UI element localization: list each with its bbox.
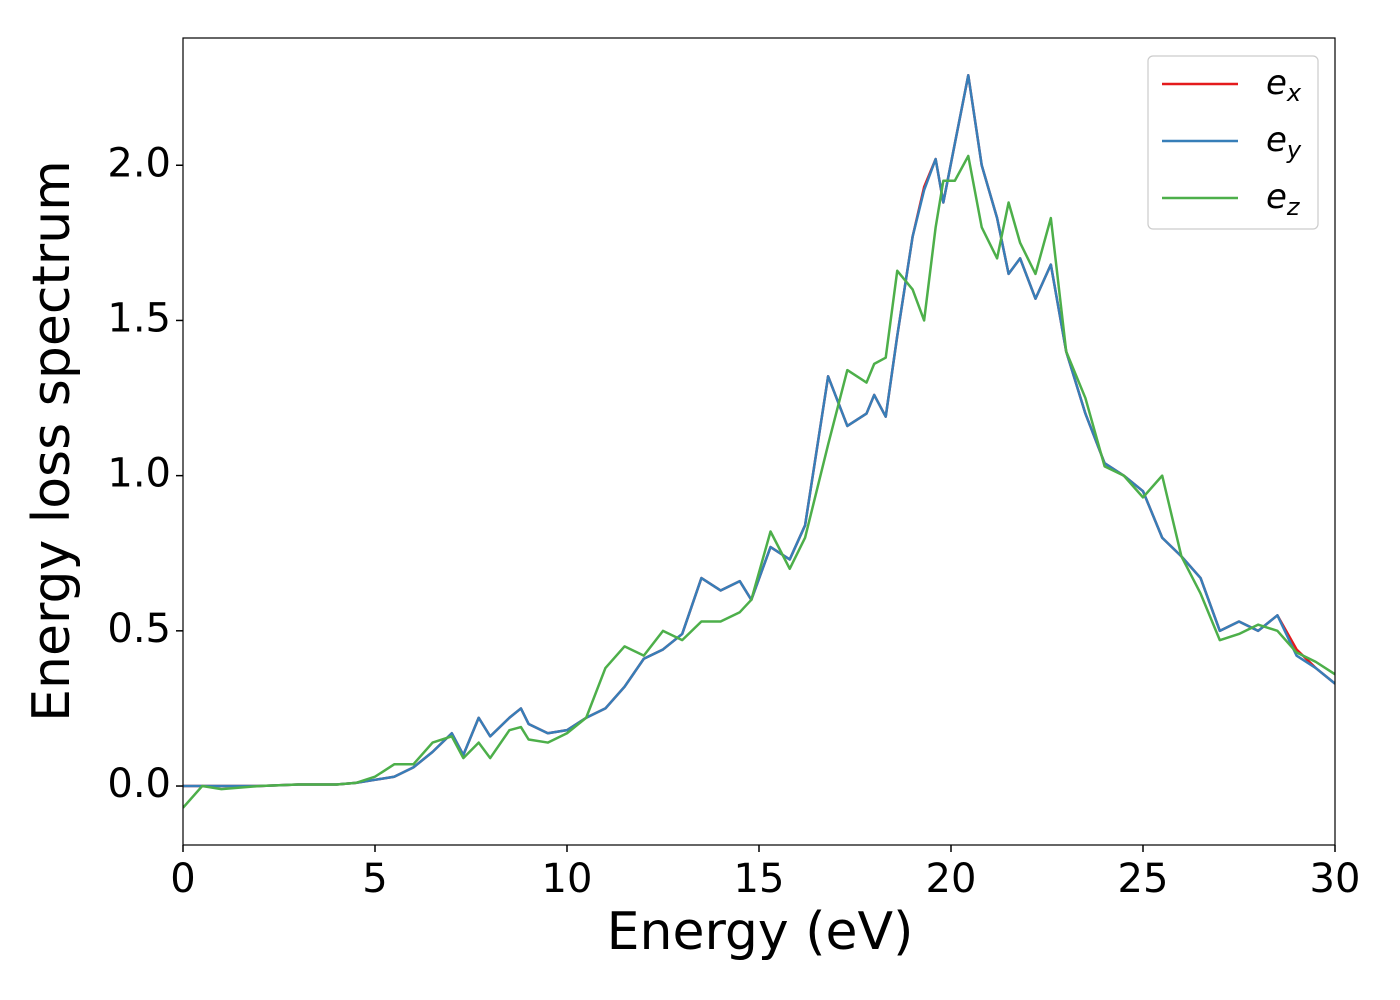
x-tick-label: 0 [170, 856, 195, 902]
y-tick-label: 0.5 [107, 606, 171, 652]
y-tick-label: 0.0 [107, 761, 171, 807]
x-axis-label: Energy (eV) [607, 902, 914, 962]
plot-frame [182, 37, 1336, 846]
y-axis-label: Energy loss spectrum [22, 160, 82, 722]
legend-box [1147, 55, 1319, 230]
x-tick-label: 30 [1310, 856, 1361, 902]
series-line [183, 154, 1335, 809]
x-tick-label: 10 [542, 856, 593, 902]
y-tick-label: 1.5 [107, 295, 171, 341]
legend-label: ez [1266, 177, 1301, 222]
x-tick-label: 15 [734, 856, 785, 902]
y-tick-label: 1.0 [107, 451, 171, 497]
x-tick-label: 5 [362, 856, 387, 902]
legend-label: ey [1266, 120, 1302, 165]
x-tick-label: 20 [926, 856, 977, 902]
y-tick-label: 2.0 [107, 140, 171, 186]
legend-label: ex [1266, 63, 1302, 108]
x-tick-label: 25 [1118, 856, 1169, 902]
